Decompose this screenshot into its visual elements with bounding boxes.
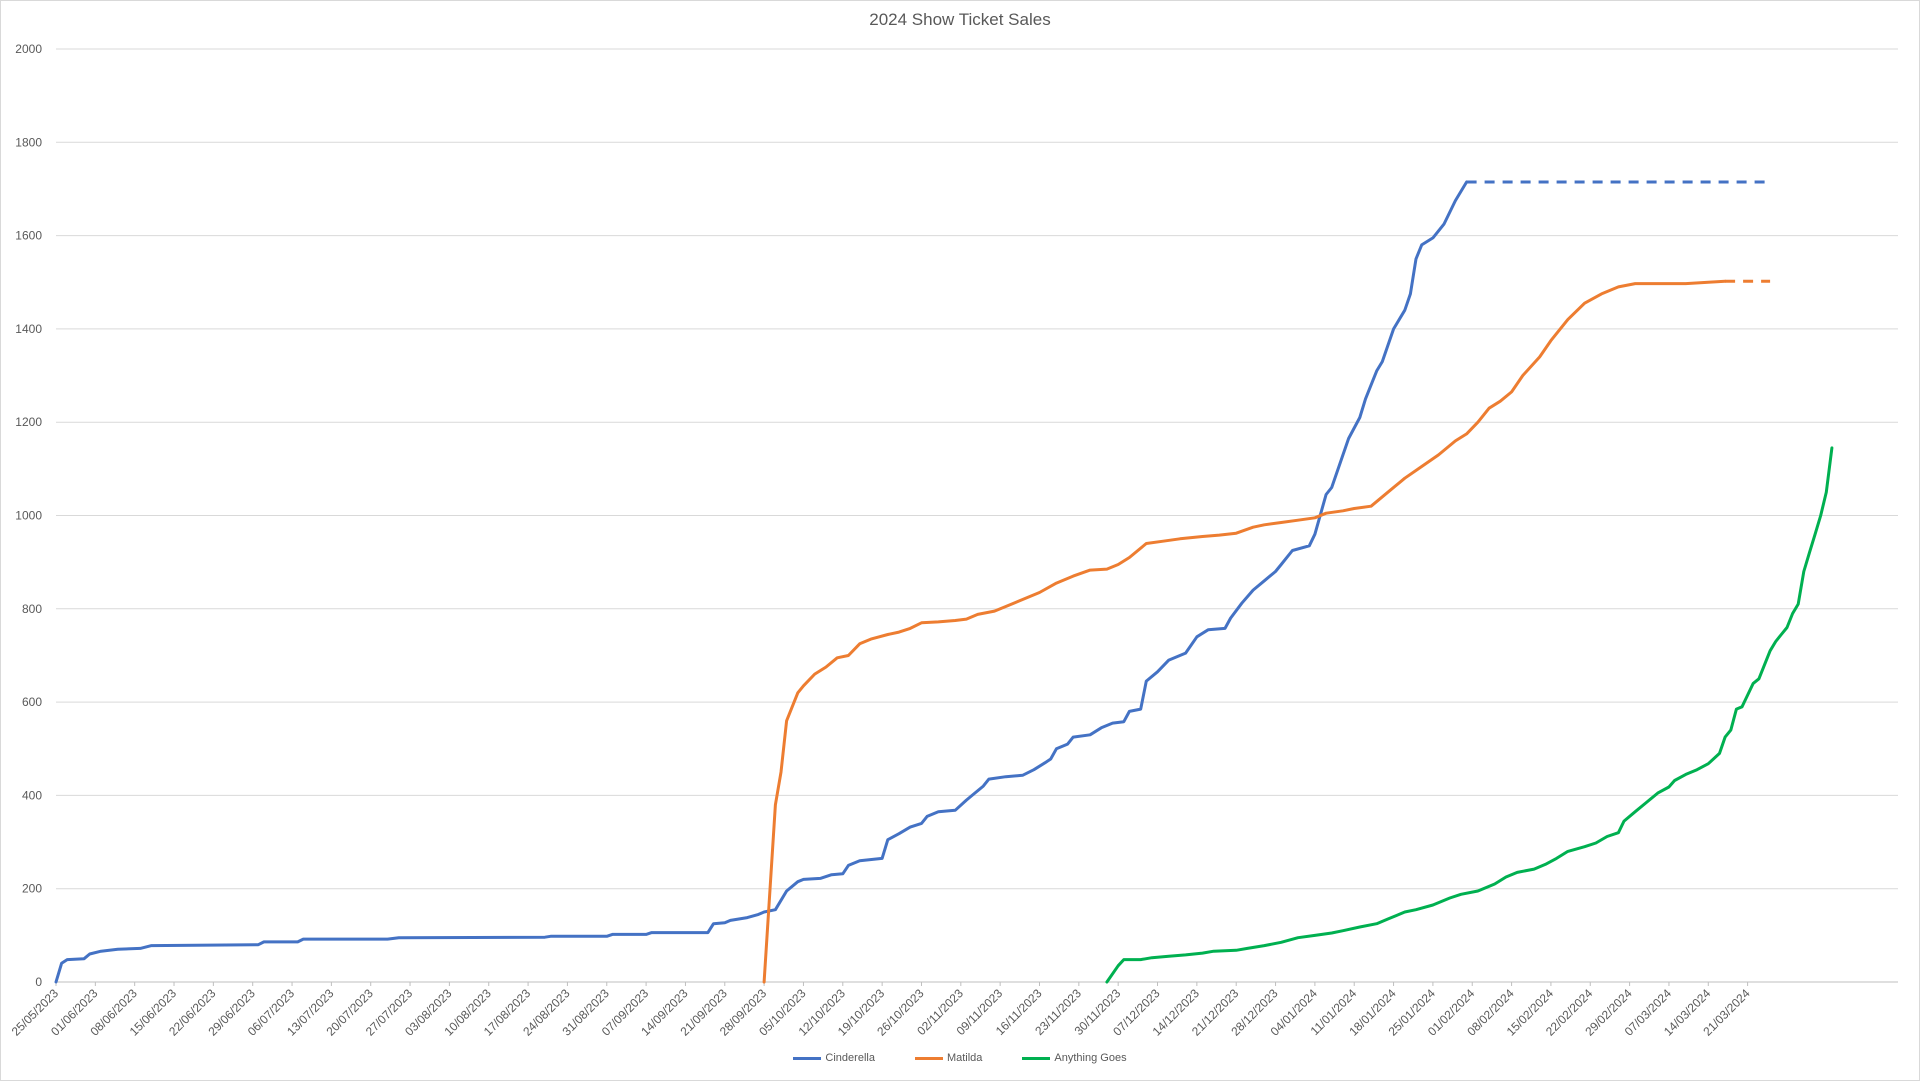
y-tick-label: 1000 — [15, 509, 42, 523]
y-tick-label: 800 — [22, 602, 42, 616]
series-matilda-line — [762, 279, 1727, 984]
y-tick-label: 1600 — [15, 229, 42, 243]
y-tick-label: 1400 — [15, 322, 42, 336]
y-tick-label: 200 — [22, 882, 42, 896]
legend-label: Anything Goes — [1054, 1052, 1127, 1064]
legend-item: Anything Goes — [1022, 1052, 1127, 1064]
legend-swatch — [914, 1056, 943, 1060]
legend-label: Cinderella — [825, 1052, 875, 1064]
series-anything-goes-line — [1105, 446, 1834, 984]
legend-item: Cinderella — [793, 1052, 875, 1064]
series-cinderella-line — [54, 180, 1469, 984]
legend-label: Matilda — [946, 1052, 983, 1064]
y-tick-label: 1800 — [15, 135, 42, 149]
y-tick-label: 2000 — [15, 42, 42, 56]
legend-swatch — [793, 1056, 822, 1060]
legend-swatch — [1022, 1056, 1051, 1060]
chart-title: 2024 Show Ticket Sales — [869, 10, 1051, 29]
legend: Cinderella Matilda Anything Goes — [0, 1052, 1920, 1064]
y-tick-label: 1200 — [15, 415, 42, 429]
y-tick-label: 0 — [35, 975, 42, 989]
y-tick-label: 600 — [22, 695, 42, 709]
legend-item: Matilda — [914, 1052, 983, 1064]
y-tick-label: 400 — [22, 788, 42, 802]
